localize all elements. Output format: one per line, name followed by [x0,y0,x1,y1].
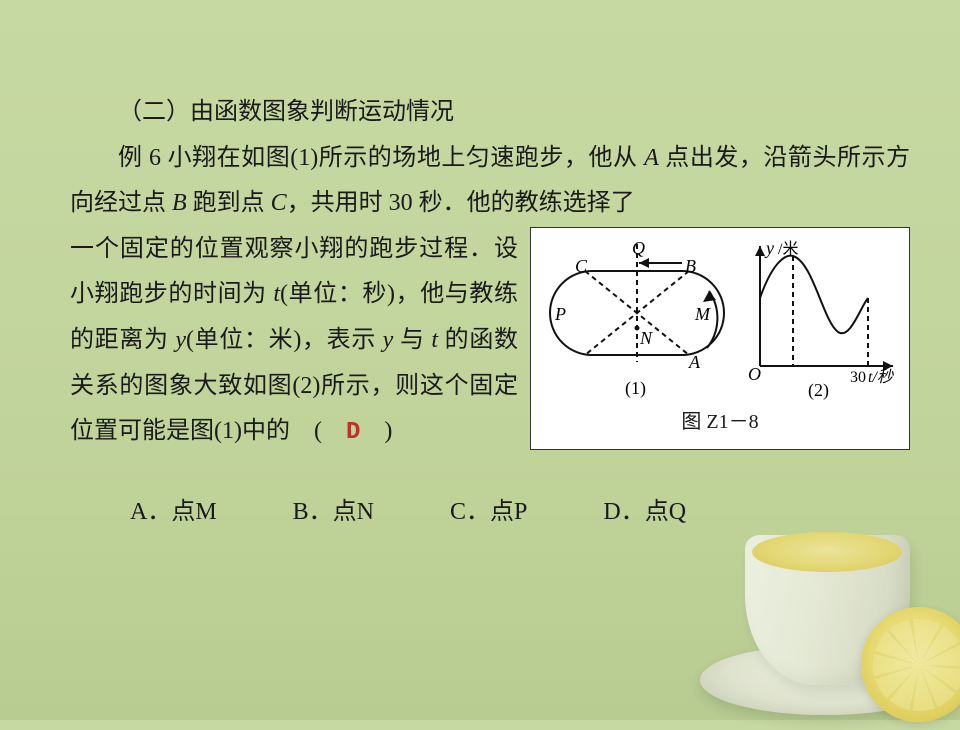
var-y: y [175,327,186,353]
axis-x-label: t/秒 [868,368,894,386]
y-unit: (单位：米)，表示 [186,327,383,353]
seg4: ，共用时 30 秒．他的教练选择了 [287,190,635,216]
point-a: A [644,145,659,171]
var-t2: t [431,327,438,353]
problem-statement-top: 例 6 小翔在如图(1)所示的场地上匀速跑步，他从 A 点出发，沿箭头所示方向经… [70,136,910,227]
slide-content: （二）由函数图象判断运动情况 例 6 小翔在如图(1)所示的场地上匀速跑步，他从… [70,90,910,535]
example-label: 例 6 [118,145,161,171]
label-m: M [694,304,711,324]
label-p: P [554,304,566,324]
problem-statement-left: 一个固定的位置观察小翔的跑步过程．设小翔跑步的时间为 t(单位：秒)，他与教练的… [70,227,518,456]
close-paren: ) [360,418,392,444]
label-a: A [688,352,701,372]
figure-box: Q C B P M N A (1) [530,227,910,450]
figure-column: Q C B P M N A (1) [530,227,910,450]
row-with-figure: 一个固定的位置观察小翔的跑步过程．设小翔跑步的时间为 t(单位：秒)，他与教练的… [70,227,910,456]
sub-caption-1: (1) [625,378,646,399]
section-heading: （二）由函数图象判断运动情况 [70,90,910,136]
and: 与 [393,327,431,353]
figure-2-graph: y /米 O 30 t/秒 (2) [738,236,903,401]
figures-row: Q C B P M N A (1) [537,236,903,401]
seg1: 小翔在如图(1)所示的场地上匀速跑步，他从 [161,145,644,171]
var-y2: y [383,327,394,353]
point-c: C [271,190,287,216]
origin-o: O [748,364,761,384]
cup-liquid-shape [752,532,902,572]
axis-y: y [764,238,774,258]
label-n: N [639,328,653,348]
sub-caption-2: (2) [808,380,829,401]
x-30: 30 [850,369,866,386]
point-b: B [172,190,187,216]
seg3: 跑到点 [187,190,271,216]
label-q: Q [632,238,645,258]
option-b: B．点N [293,490,374,536]
axis-y-unit: /米 [778,240,798,258]
figure-1-track: Q C B P M N A (1) [537,236,732,401]
option-a: A．点M [130,490,217,536]
option-d: D．点Q [603,490,686,536]
label-c: C [575,256,588,276]
label-b: B [685,256,696,276]
figure-caption: 图 Z1－8 [537,401,903,441]
answer-options: A．点M B．点N C．点P D．点Q [70,490,910,536]
answer-letter: D [346,419,360,446]
option-c: C．点P [450,490,527,536]
